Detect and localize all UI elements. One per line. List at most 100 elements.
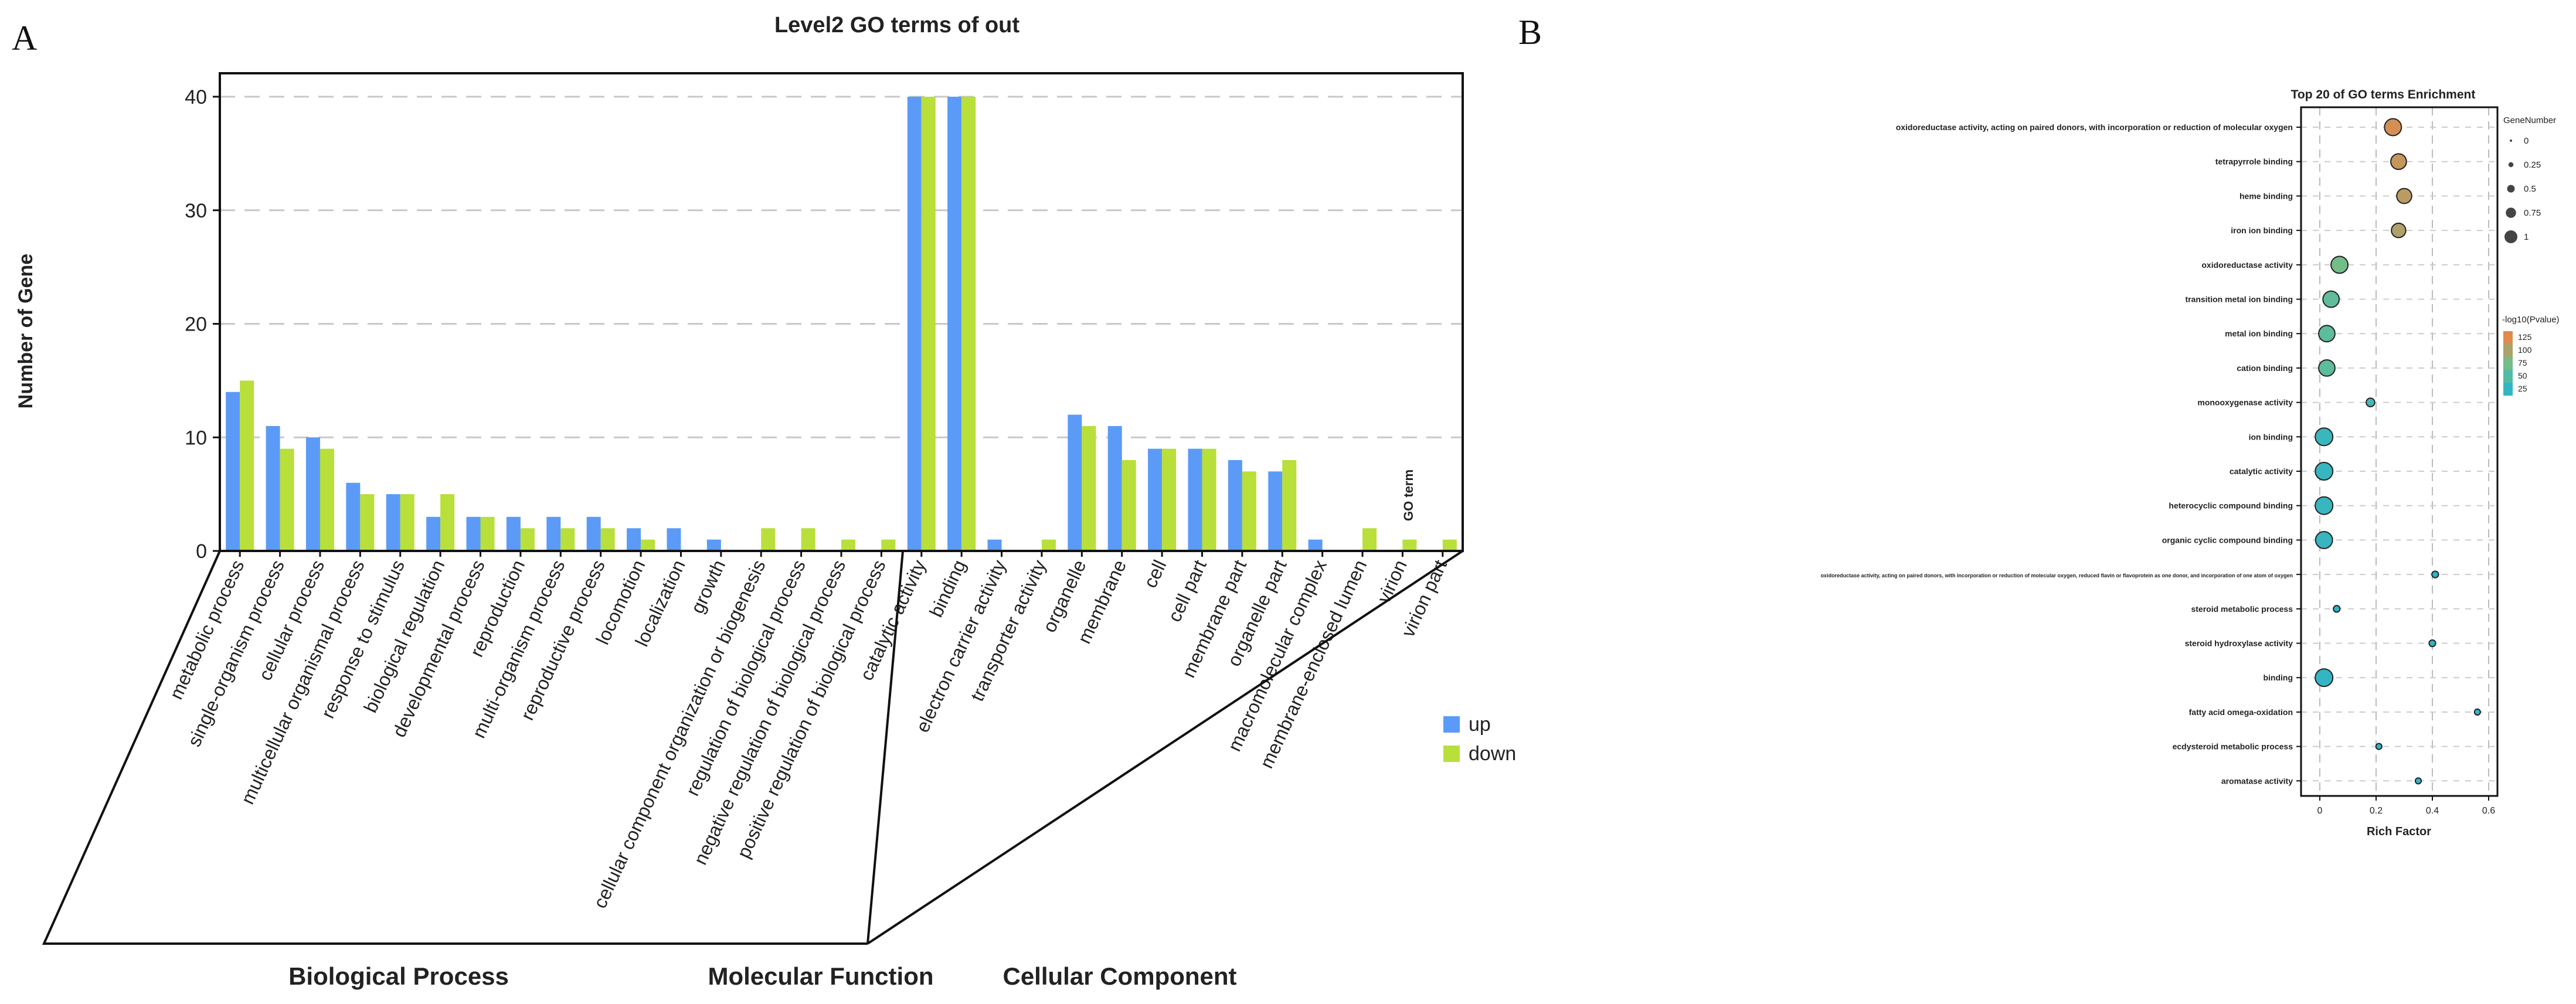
legend-down-label: down bbox=[1469, 743, 1516, 765]
bar-up bbox=[667, 528, 681, 551]
color-legend-swatch bbox=[2503, 331, 2513, 344]
bar-down bbox=[761, 528, 776, 551]
y-axis-label: Number of Gene bbox=[15, 254, 37, 409]
enrichment-point bbox=[2366, 397, 2376, 407]
term-label: steroid hydroxylase activity bbox=[2185, 639, 2293, 648]
bar-down bbox=[1362, 528, 1377, 551]
panel-b-term-labels: oxidoreductase activity, acting on paire… bbox=[1821, 122, 2301, 785]
legend-up-label: up bbox=[1469, 713, 1491, 736]
bar-down bbox=[881, 539, 896, 551]
bar-up bbox=[346, 482, 361, 551]
enrichment-point bbox=[2375, 743, 2383, 750]
color-legend-label: 100 bbox=[2518, 345, 2532, 355]
group-label-biological-process: Biological Process bbox=[288, 962, 509, 990]
x-tick-label: binding bbox=[925, 557, 970, 621]
group-label-molecular-function: Molecular Function bbox=[708, 962, 933, 990]
term-label: oxidoreductase activity bbox=[2201, 260, 2293, 270]
bar-up bbox=[1068, 414, 1082, 551]
bar-up bbox=[627, 528, 641, 551]
bar-down bbox=[1122, 460, 1136, 551]
term-label: steroid metabolic process bbox=[2191, 604, 2293, 614]
bar-up bbox=[506, 516, 521, 551]
panel-b-plot-frame bbox=[2300, 106, 2499, 797]
bar-down bbox=[1282, 460, 1297, 551]
enrichment-point bbox=[2333, 605, 2341, 613]
panel-b-x-ticks: 0 0.2 0.4 0.6 bbox=[2317, 796, 2495, 816]
bar-down bbox=[240, 380, 254, 551]
color-legend: 125 100 75 50 25 bbox=[2503, 331, 2532, 396]
bar-down bbox=[360, 494, 375, 551]
bar-up bbox=[947, 97, 962, 551]
term-label: binding bbox=[2263, 673, 2293, 682]
bar-down bbox=[1162, 448, 1177, 551]
enrichment-point bbox=[2315, 496, 2334, 515]
color-legend-label: 75 bbox=[2518, 358, 2527, 367]
bar-up bbox=[706, 539, 721, 551]
enrichment-point bbox=[2390, 153, 2407, 171]
color-legend-swatch bbox=[2503, 370, 2513, 383]
bar-down bbox=[1041, 539, 1056, 551]
bar-up bbox=[1228, 460, 1242, 551]
term-label: oxidoreductase activity, acting on paire… bbox=[1821, 573, 2293, 578]
term-label: tetrapyrrole binding bbox=[2215, 157, 2293, 166]
panel-b-points bbox=[2315, 118, 2481, 785]
size-legend-title: GeneNumber bbox=[2503, 115, 2556, 125]
bar-down bbox=[921, 97, 936, 551]
color-legend-swatch bbox=[2503, 357, 2513, 370]
bar-down bbox=[1202, 448, 1216, 551]
x-tick-label: 0.6 bbox=[2482, 806, 2495, 816]
bar-down bbox=[841, 539, 855, 551]
term-label: ion binding bbox=[2249, 432, 2293, 441]
legend-up-swatch bbox=[1443, 716, 1460, 733]
bar-up bbox=[987, 539, 1002, 551]
bar-down bbox=[1082, 426, 1096, 551]
bar-down bbox=[320, 448, 334, 551]
panel-b-letter: B bbox=[1518, 13, 1542, 52]
x-tick-label: 0.2 bbox=[2370, 806, 2383, 816]
size-legend-dot bbox=[2507, 185, 2515, 193]
group-brackets bbox=[42, 550, 1464, 945]
bar-down bbox=[520, 528, 535, 551]
term-label: transition metal ion binding bbox=[2185, 295, 2293, 304]
x-tick-label: cell bbox=[1140, 557, 1171, 591]
term-label: aromatase activity bbox=[2221, 776, 2293, 785]
panel-a-legend: up down bbox=[1443, 713, 1516, 765]
bar-down bbox=[600, 528, 615, 551]
bar-up bbox=[1107, 426, 1122, 551]
enrichment-point bbox=[2428, 639, 2436, 648]
enrichment-point bbox=[2414, 777, 2422, 785]
bar-down bbox=[480, 516, 495, 551]
term-label: heme binding bbox=[2239, 191, 2293, 200]
enrichment-point bbox=[2318, 325, 2336, 343]
enrichment-point bbox=[2322, 290, 2340, 308]
panel-b-gridlines bbox=[2301, 107, 2497, 796]
group-label-cellular-component: Cellular Component bbox=[1002, 962, 1236, 990]
bar-up bbox=[546, 516, 561, 551]
x-tick-label: 0.4 bbox=[2426, 806, 2439, 816]
panel-b-x-axis-label: Rich Factor bbox=[2367, 825, 2431, 838]
term-label: metal ion binding bbox=[2225, 329, 2293, 338]
bar-up bbox=[226, 392, 240, 551]
term-label: iron ion binding bbox=[2231, 226, 2293, 235]
size-legend-label: 0.75 bbox=[2524, 208, 2541, 218]
term-label: organic cyclic compound binding bbox=[2162, 535, 2293, 544]
enrichment-point bbox=[2473, 708, 2481, 716]
enrichment-point bbox=[2315, 462, 2334, 481]
bar-down bbox=[280, 448, 294, 551]
bar-down bbox=[1402, 539, 1417, 551]
x-tick-label: cell part bbox=[1164, 557, 1211, 625]
x-tick-label: 0 bbox=[2317, 806, 2323, 816]
bar-down bbox=[961, 97, 976, 551]
bar-up bbox=[1148, 448, 1163, 551]
size-legend-label: 0.5 bbox=[2524, 184, 2536, 194]
bar-down bbox=[440, 494, 455, 551]
bar-up bbox=[586, 516, 601, 551]
term-label: cation binding bbox=[2237, 363, 2293, 373]
panel-b-title: Top 20 of GO terms Enrichment bbox=[2291, 88, 2476, 101]
term-label: monooxygenase activity bbox=[2197, 398, 2293, 407]
bar-down bbox=[801, 528, 815, 551]
size-legend-dot bbox=[2510, 139, 2512, 142]
panel-a-y-ticks: 0 10 20 30 40 bbox=[185, 86, 220, 563]
